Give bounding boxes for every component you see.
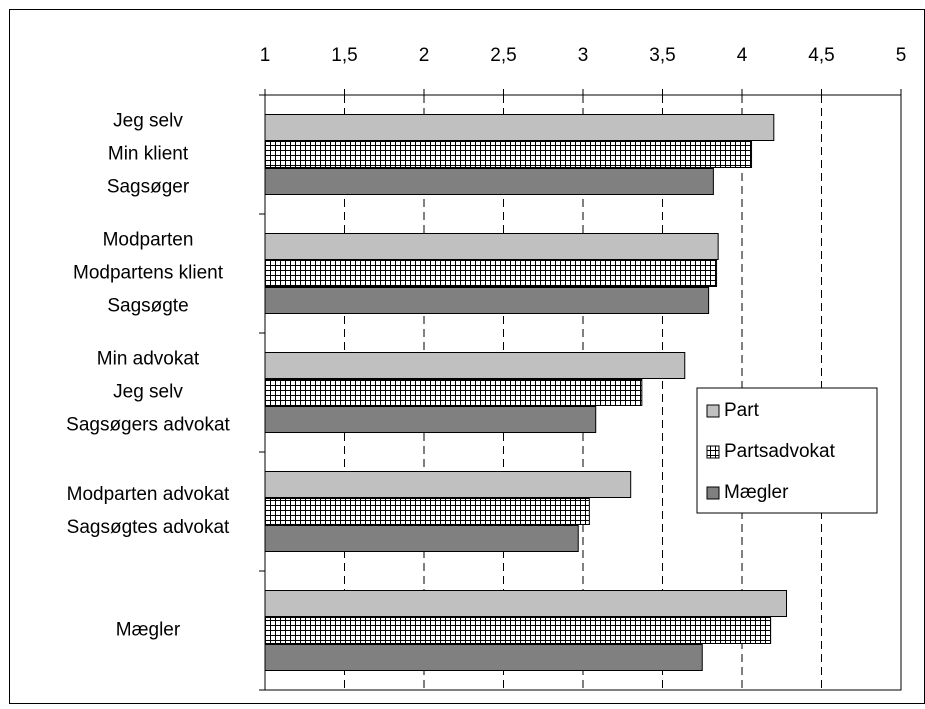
legend-box <box>696 387 878 514</box>
legend-label: Partsadvokat <box>724 441 836 462</box>
bar <box>264 260 718 287</box>
x-tick-label: 4 <box>737 45 748 66</box>
x-tick-label: 4,5 <box>808 45 834 66</box>
x-tick-label: 2 <box>419 45 430 66</box>
y-tick-label: Jeg selv <box>113 111 183 132</box>
y-tick-label: Modpartens klient <box>73 263 224 284</box>
y-tick-label: Sagsøgte <box>107 296 188 317</box>
y-tick-label: Sagsøgtes advokat <box>67 517 230 538</box>
bar <box>264 471 632 498</box>
bar <box>264 168 714 195</box>
y-tick-label: Sagsøger <box>107 177 190 198</box>
x-tick-label: 1 <box>260 45 271 66</box>
bar <box>264 590 788 617</box>
bar <box>264 233 719 260</box>
legend-swatch <box>706 404 720 418</box>
y-tick-label: Min advokat <box>97 349 200 370</box>
bar <box>264 644 703 671</box>
y-tick-label: Sagsøgers advokat <box>66 415 230 436</box>
bar <box>264 379 643 406</box>
legend-label: Mægler <box>724 482 789 503</box>
y-tick-label: Mægler <box>116 620 181 641</box>
x-tick-label: 3 <box>578 45 589 66</box>
y-tick-label: Modparten advokat <box>67 484 230 505</box>
bar <box>264 498 590 525</box>
bar <box>264 287 710 314</box>
bar <box>264 114 775 141</box>
bar <box>264 525 579 552</box>
bar <box>264 141 753 168</box>
x-tick-label: 3,5 <box>649 45 675 66</box>
axis-frame <box>264 94 902 691</box>
legend-swatch <box>706 445 720 459</box>
bar <box>264 617 772 644</box>
y-tick-label: Min klient <box>108 144 189 165</box>
legend-label: Part <box>724 400 760 421</box>
y-tick-label: Modparten <box>103 230 194 251</box>
x-tick-label: 1,5 <box>331 45 357 66</box>
x-tick-label: 2,5 <box>490 45 516 66</box>
bar <box>264 406 597 433</box>
x-tick-label: 5 <box>896 45 907 66</box>
bar <box>264 352 686 379</box>
legend-swatch <box>706 486 720 500</box>
y-tick-label: Jeg selv <box>113 382 183 403</box>
